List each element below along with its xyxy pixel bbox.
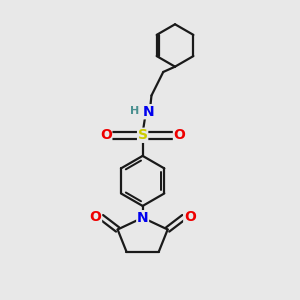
Text: O: O: [184, 210, 196, 224]
Text: O: O: [90, 210, 101, 224]
Text: N: N: [143, 105, 154, 119]
Text: N: N: [137, 211, 148, 225]
Text: S: S: [138, 128, 148, 142]
Text: H: H: [130, 106, 139, 116]
Text: O: O: [100, 128, 112, 142]
Text: O: O: [173, 128, 185, 142]
